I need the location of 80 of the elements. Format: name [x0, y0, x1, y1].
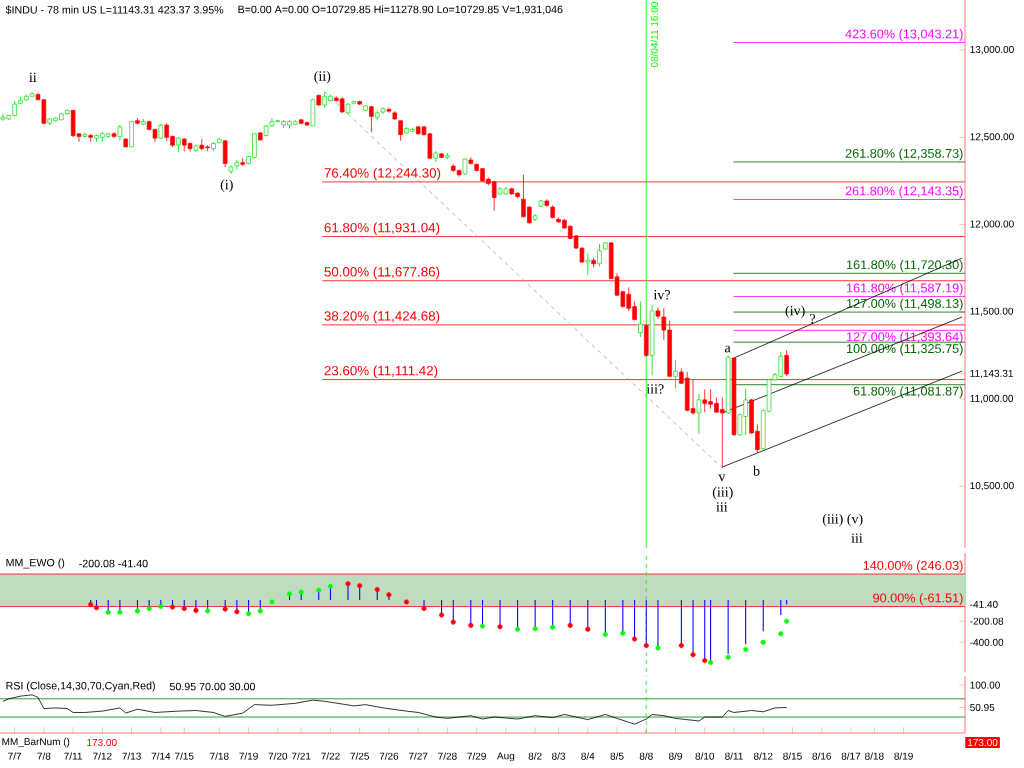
text: MM_BarNum () — [2, 737, 70, 748]
annotation: iii — [851, 533, 863, 543]
x-tick-label: 7/26 — [379, 752, 399, 760]
text: 173.00 — [87, 738, 117, 747]
x-tick-label: 7/7 — [8, 752, 22, 760]
annotation: ii — [29, 72, 37, 82]
x-tick-label: 7/22 — [321, 752, 340, 760]
x-tick-label: 8/17 — [841, 752, 861, 760]
chart-title: MM_EWO () — [6, 558, 65, 569]
x-tick-label: 7/27 — [408, 752, 428, 760]
annotation: v — [718, 474, 726, 482]
annotation: (iv) — [785, 305, 805, 319]
annotation: (i) — [220, 179, 233, 193]
ref-line-label: 161.80% (11,587.19) — [847, 283, 963, 295]
x-tick-label: 7/13 — [122, 752, 141, 760]
chart-title: RSI (Close,14,30,70,Cyan,Red) — [6, 681, 155, 692]
x-tick-label: 8/18 — [865, 752, 884, 760]
x-tick-label: 7/20 — [268, 752, 288, 760]
x-tick-label: 8/12 — [753, 752, 773, 760]
ref-line-label: 61.80% (11,931.04) — [324, 222, 440, 235]
ref-line-label: 423.60% (13,043.21) — [845, 29, 963, 41]
annotation: iii? — [646, 384, 664, 394]
annotation: ? — [810, 314, 816, 324]
x-tick-label: 7/21 — [291, 752, 311, 760]
chart-subtitle: 50.95 70.00 30.00 — [169, 682, 256, 691]
ref-line-label: 261.80% (12,358.73) — [845, 148, 963, 161]
ref-line-label: 23.60% (11,111.42) — [324, 365, 438, 378]
x-tick-label: 7/18 — [210, 752, 229, 760]
y-tick-label: 12,500.00 — [970, 133, 1014, 142]
y-tick-label: 11,143.31 — [970, 369, 1013, 379]
ref-line-label: 261.80% (12,143.35) — [845, 186, 963, 198]
annotation: iii — [716, 502, 728, 512]
ref-line-label: 38.20% (11,424.68) — [324, 310, 440, 324]
y-tick-label: 12,000.00 — [970, 220, 1014, 229]
y-tick-label: 13,000.00 — [970, 45, 1014, 55]
ref-line-label: 76.40% (12,244.30) — [324, 167, 441, 181]
annotation: b — [753, 465, 760, 476]
x-tick-label: 8/4 — [581, 752, 595, 760]
x-tick-label: 7/25 — [350, 752, 369, 760]
x-tick-label: 7/19 — [239, 752, 258, 760]
x-tick-label: 8/9 — [669, 752, 682, 760]
ref-line-label: 08/04/11 16:00 — [650, 2, 659, 68]
x-tick-label: 7/28 — [438, 752, 457, 760]
x-tick-label: 8/8 — [639, 752, 653, 760]
annotation: iv? — [653, 290, 670, 300]
x-tick-label: 7/8 — [37, 752, 51, 760]
y-tick-label: 11,000.00 — [970, 394, 1014, 404]
ref-line-label: 90.00% (-61.51) — [873, 593, 963, 605]
y-tick-label: -200.08 — [970, 617, 1004, 625]
chart-subtitle: B=0.00 A=0.00 O=10729.85 Hi=11278.90 Lo=10729.85 V=1,931,046 — [238, 5, 563, 15]
chart-subtitle: -200.08 -41.40 — [79, 559, 148, 568]
annotation: (iii) — [822, 513, 843, 527]
x-tick-label: 7/15 — [175, 752, 194, 760]
x-tick-label: Aug — [497, 752, 515, 762]
x-tick-label: 8/5 — [610, 752, 624, 760]
x-tick-label: 7/29 — [467, 752, 486, 760]
annotation: (ii) — [314, 70, 331, 84]
x-tick-label: 8/16 — [812, 752, 832, 760]
annotation: a — [725, 345, 731, 353]
annotation: (iii) — [712, 486, 733, 500]
ref-line-label: 50.00% (11,677.86) — [324, 266, 440, 280]
y-tick-label: 11,500.00 — [970, 307, 1014, 316]
y-tick-label: -400.00 — [970, 638, 1004, 646]
x-tick-label: 8/19 — [894, 752, 913, 760]
x-tick-label: 7/11 — [64, 752, 82, 760]
x-tick-label: 8/15 — [783, 752, 802, 760]
x-tick-label: 7/14 — [151, 752, 171, 760]
x-tick-label: 8/3 — [552, 752, 566, 760]
y-tick-label: 50.95 — [970, 703, 995, 712]
y-tick-label: -41.40 — [970, 600, 998, 608]
x-tick-label: 8/2 — [528, 752, 542, 760]
y-tick-label: 100.00 — [970, 681, 1000, 689]
annotation: (v) — [847, 513, 863, 527]
ref-line-label: 140.00% (246.03) — [863, 560, 963, 573]
text: 173.00 — [968, 738, 998, 747]
x-tick-label: 8/10 — [695, 752, 715, 760]
y-tick-label: 10,500.00 — [970, 482, 1014, 491]
x-tick-label: 8/11 — [725, 752, 743, 760]
chart-title: $INDU - 78 min US L=11143.31 423.37 3.95% — [5, 5, 224, 15]
x-tick-label: 7/12 — [93, 752, 112, 760]
